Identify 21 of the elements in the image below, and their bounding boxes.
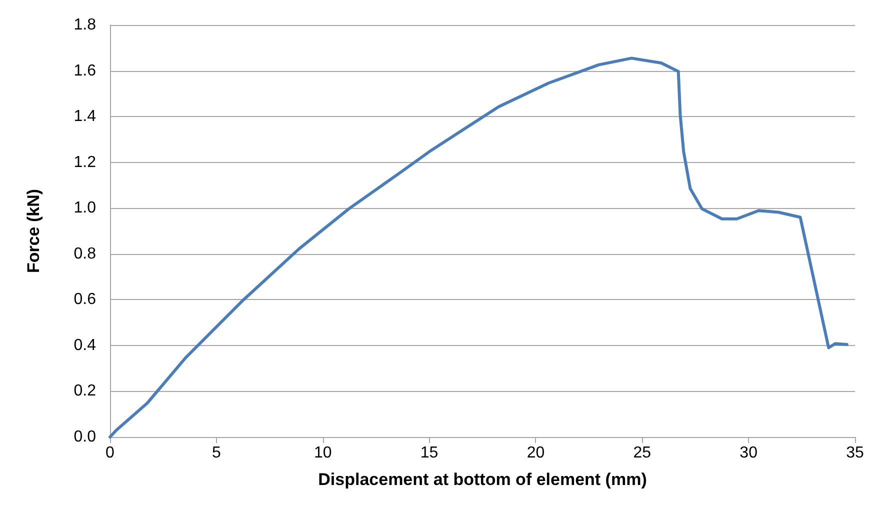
x-tick-label: 0 xyxy=(106,444,115,462)
y-tick-label: 1.4 xyxy=(74,108,96,126)
y-tick-label: 1.6 xyxy=(74,62,96,80)
x-tick-label: 20 xyxy=(526,444,545,462)
x-tick-label: 35 xyxy=(846,444,864,462)
x-tick-label: 15 xyxy=(420,444,438,462)
x-tick-label: 30 xyxy=(740,444,758,462)
y-tick-label: 1.0 xyxy=(74,200,96,217)
y-axis-title: Force (kN) xyxy=(24,188,43,274)
y-tick-label: 0.6 xyxy=(74,291,96,308)
line-series xyxy=(108,56,848,438)
y-tick-label: 0.0 xyxy=(74,428,96,446)
y-tick-label: 0.2 xyxy=(74,382,96,400)
x-tick-label: 10 xyxy=(314,444,332,462)
y-tick-label: 1.8 xyxy=(74,16,96,34)
x-tick-label: 25 xyxy=(633,444,652,462)
y-tick-label: 0.4 xyxy=(74,336,96,354)
x-tick-label: 5 xyxy=(212,444,221,462)
x-axis-title: Displacement at bottom of element (mm) xyxy=(318,470,647,489)
y-tick-label: 1.2 xyxy=(74,154,96,171)
y-tick-label: 0.8 xyxy=(74,245,96,262)
